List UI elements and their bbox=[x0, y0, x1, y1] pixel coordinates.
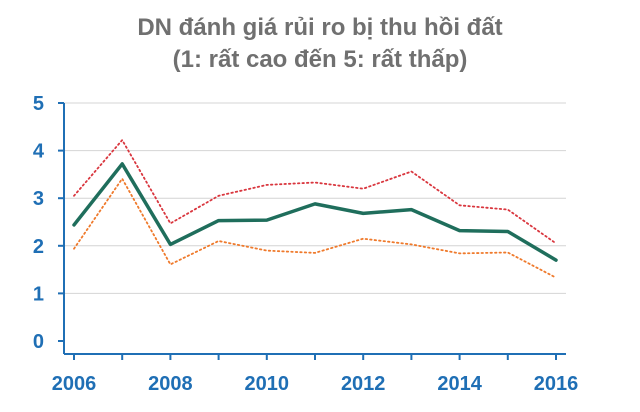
y-tick-label: 5 bbox=[33, 93, 44, 115]
series-upper-dotted-line bbox=[73, 139, 557, 245]
y-tick-label: 4 bbox=[33, 141, 45, 163]
x-tick-label: 2010 bbox=[245, 373, 290, 395]
x-tick-label: 2012 bbox=[341, 373, 386, 395]
x-tick-label: 2008 bbox=[148, 373, 193, 395]
chart-title-block: DN đánh giá rủi ro bị thu hồi đất (1: rấ… bbox=[0, 12, 640, 76]
y-tick-label: 3 bbox=[33, 188, 44, 210]
series-lower-dotted-line bbox=[73, 177, 557, 279]
chart-title: DN đánh giá rủi ro bị thu hồi đất bbox=[137, 14, 503, 41]
y-tick-label: 0 bbox=[33, 331, 44, 353]
x-tick-label: 2014 bbox=[437, 373, 482, 395]
x-tick-label: 2016 bbox=[534, 373, 579, 395]
x-tick-label: 2006 bbox=[52, 373, 97, 395]
y-tick-label: 1 bbox=[33, 283, 44, 305]
series-mean-line bbox=[72, 162, 558, 262]
y-tick-label: 2 bbox=[33, 236, 44, 258]
chart-subtitle: (1: rất cao đến 5: rất thấp) bbox=[172, 46, 468, 73]
